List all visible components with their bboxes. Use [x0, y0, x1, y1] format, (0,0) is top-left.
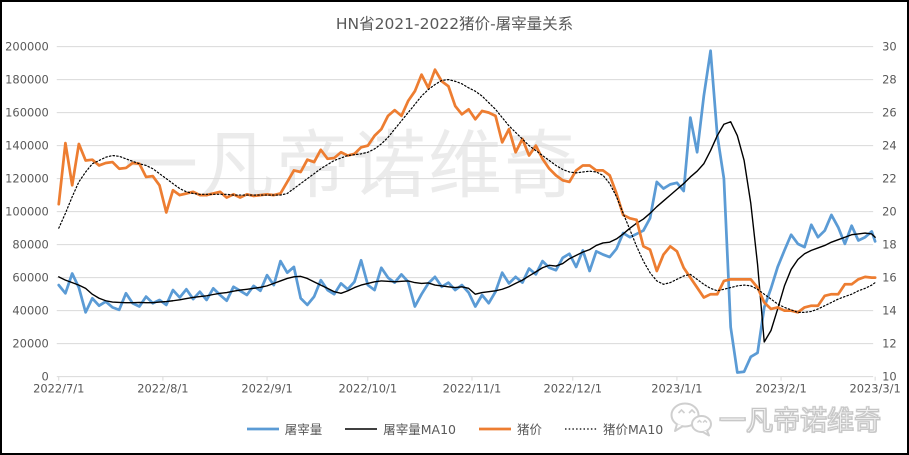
legend-item-pig-price: 猪价 [478, 419, 542, 438]
x-axis-tick-label: 2022/12/1 [543, 382, 602, 396]
watermark-bottom-right: 一凡帝诺维奇 [668, 399, 882, 438]
left-axis-tick-label: 100000 [5, 205, 49, 219]
right-axis-tick-label: 12 [882, 337, 897, 351]
wechat-bubbles-icon [670, 402, 712, 436]
right-axis-tick-label: 20 [882, 205, 897, 219]
right-axis-tick-label: 10 [882, 370, 897, 384]
right-axis-tick-label: 22 [882, 172, 897, 186]
right-axis-tick-label: 16 [882, 271, 897, 285]
left-axis-tick-label: 200000 [5, 40, 49, 54]
legend-line-sample-pig-price [479, 427, 511, 430]
right-axis-tick-label: 18 [882, 238, 897, 252]
x-axis-tick-label: 2022/9/1 [241, 382, 292, 396]
legend-item-slaughter-volume: 屠宰量 [246, 419, 323, 438]
x-axis-tick-label: 2022/8/1 [137, 382, 188, 396]
legend: 屠宰量 屠宰量MA10 猪价 猪价MA10 [2, 419, 907, 438]
pig-price-ma10-line [58, 79, 876, 313]
legend-label-pig-price-ma10: 猪价MA10 [603, 422, 664, 437]
slaughter-ma10-line [58, 121, 876, 343]
legend-line-sample-slaughter-volume [246, 427, 279, 430]
left-axis-tick-label: 140000 [5, 139, 49, 153]
x-axis-tick-label: 2023/3/1 [849, 382, 900, 396]
x-axis-tick-label: 2022/11/1 [443, 382, 502, 396]
right-axis-tick-label: 30 [882, 40, 897, 54]
legend-label-slaughter-volume: 屠宰量 [284, 422, 323, 437]
legend-item-slaughter-ma10: 屠宰量MA10 [344, 419, 456, 438]
x-axis-tick-label: 2023/1/1 [651, 382, 702, 396]
x-axis-tick-label: 2022/7/1 [33, 382, 84, 396]
legend-label-pig-price: 猪价 [517, 422, 543, 437]
left-axis-tick-label: 180000 [5, 73, 49, 87]
left-axis-tick-label: 120000 [5, 172, 49, 186]
x-axis-tick-label: 2023/2/1 [755, 382, 806, 396]
watermark-bottom-right-text: 一凡帝诺维奇 [719, 406, 882, 438]
legend-line-sample-pig-price-ma10 [565, 427, 598, 430]
left-axis-tick-label: 160000 [5, 106, 49, 120]
right-axis-tick-label: 14 [882, 304, 897, 318]
left-axis-tick-label: 40000 [12, 304, 48, 318]
left-axis-tick-label: 60000 [12, 271, 48, 285]
right-axis-tick-label: 26 [882, 106, 897, 120]
x-axis-tick-label: 2022/10/1 [339, 382, 398, 396]
left-axis-tick-label: 0 [42, 370, 49, 384]
legend-label-slaughter-ma10: 屠宰量MA10 [383, 422, 456, 437]
chart-title: HN省2021-2022猪价-屠宰量关系 [335, 15, 574, 33]
pig-price-line [57, 68, 877, 314]
right-axis-tick-label: 28 [882, 73, 897, 87]
right-axis-tick-label: 24 [882, 139, 897, 153]
left-axis-tick-label: 20000 [12, 337, 48, 351]
legend-line-sample-slaughter-ma10 [345, 427, 378, 430]
legend-item-pig-price-ma10: 猪价MA10 [564, 419, 663, 438]
left-axis-tick-label: 80000 [12, 238, 48, 252]
